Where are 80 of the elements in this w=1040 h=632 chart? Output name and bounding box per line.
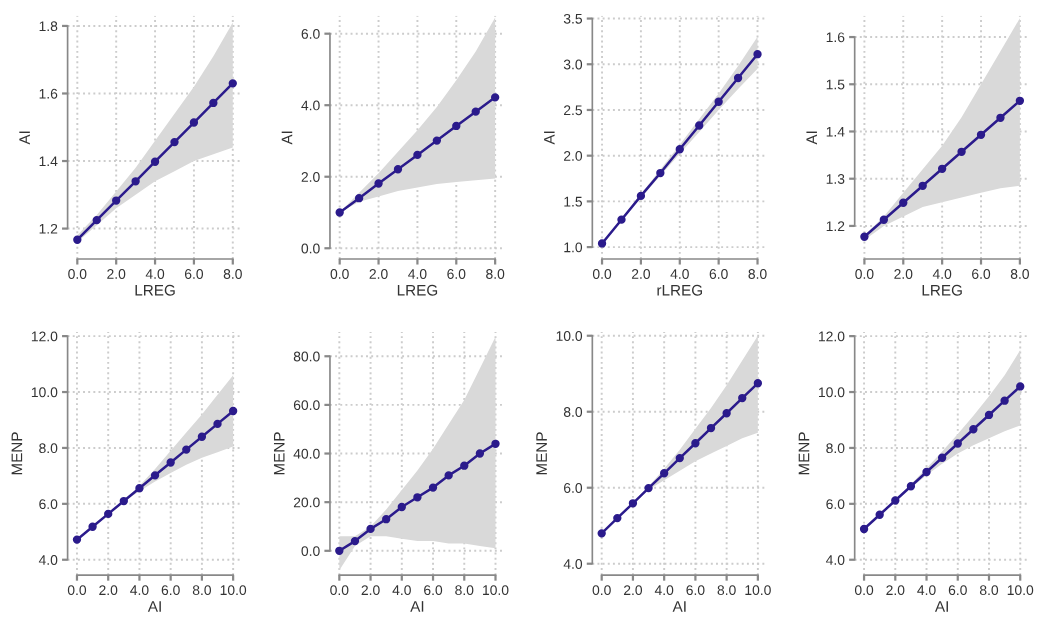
point	[738, 393, 747, 403]
point	[1016, 382, 1025, 391]
point	[374, 179, 383, 188]
point	[73, 235, 82, 244]
point	[675, 145, 684, 154]
point	[150, 157, 160, 166]
point	[131, 177, 140, 186]
point	[969, 425, 978, 434]
point	[753, 50, 762, 59]
point	[597, 239, 607, 248]
point	[397, 502, 406, 512]
point	[335, 208, 344, 217]
point	[119, 496, 128, 506]
point	[899, 198, 908, 207]
point	[182, 445, 191, 454]
point	[452, 121, 461, 131]
point	[72, 535, 82, 544]
point	[104, 509, 113, 519]
point	[382, 515, 391, 524]
point	[490, 93, 500, 102]
point	[937, 164, 947, 173]
point	[335, 546, 344, 555]
point	[613, 513, 622, 523]
point	[366, 524, 375, 534]
point	[953, 439, 962, 448]
point	[922, 467, 931, 477]
point	[891, 496, 900, 505]
point	[460, 461, 469, 470]
point	[906, 482, 916, 491]
point	[170, 137, 179, 147]
point	[393, 165, 403, 174]
point	[984, 410, 994, 420]
point	[706, 423, 716, 433]
point	[197, 432, 207, 441]
point	[432, 136, 442, 145]
point	[444, 471, 453, 480]
point	[350, 536, 360, 546]
point	[88, 522, 97, 531]
point	[753, 379, 763, 388]
point	[691, 439, 700, 448]
point	[714, 97, 723, 106]
point	[860, 232, 869, 241]
point	[228, 406, 238, 416]
point	[996, 113, 1005, 122]
point	[228, 79, 237, 88]
point	[976, 130, 986, 139]
point	[733, 73, 743, 83]
point	[213, 419, 222, 429]
point	[918, 181, 927, 190]
point	[92, 215, 101, 225]
point	[209, 98, 218, 108]
point	[413, 493, 422, 502]
point	[475, 449, 485, 458]
point	[859, 524, 869, 534]
point	[644, 483, 653, 493]
point	[617, 215, 626, 224]
point	[1015, 96, 1025, 105]
point	[675, 453, 684, 463]
point	[660, 469, 669, 478]
point	[471, 107, 480, 116]
point	[189, 118, 199, 127]
point	[112, 196, 121, 205]
point	[695, 121, 704, 130]
point	[491, 439, 500, 448]
point	[656, 168, 665, 178]
point	[413, 150, 422, 160]
point	[428, 483, 438, 492]
point	[875, 510, 884, 519]
point	[1000, 396, 1009, 405]
point	[879, 215, 889, 224]
point	[166, 458, 175, 467]
point	[957, 147, 966, 156]
point	[636, 191, 646, 201]
point	[135, 484, 144, 493]
point	[354, 194, 364, 203]
point	[150, 471, 160, 480]
point	[722, 409, 731, 418]
point	[597, 529, 606, 538]
point	[628, 499, 638, 508]
point	[937, 453, 947, 462]
